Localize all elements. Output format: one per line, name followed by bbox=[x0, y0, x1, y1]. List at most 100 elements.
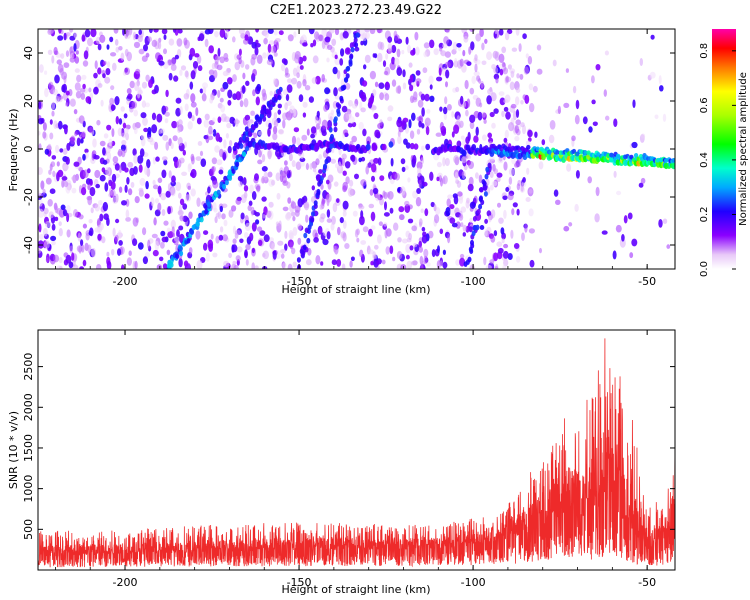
spectrogram-cell bbox=[235, 91, 241, 101]
spectrogram-cell bbox=[659, 85, 664, 92]
spectrogram-cell bbox=[223, 139, 227, 149]
spectrogram-cell bbox=[484, 173, 489, 180]
spectrogram-cell bbox=[302, 244, 307, 251]
spectrogram-cell bbox=[236, 246, 243, 253]
spectrogram-cell bbox=[74, 131, 78, 137]
spectrogram-cell bbox=[76, 74, 82, 83]
spectrogram-cell bbox=[114, 163, 120, 171]
spectrogram-cell bbox=[351, 154, 356, 162]
spectrogram-cell bbox=[574, 114, 580, 125]
spectrogram-cell bbox=[360, 240, 367, 245]
spectrogram-cell bbox=[220, 113, 227, 122]
spectrogram-cell bbox=[266, 210, 272, 218]
spectrogram-cell bbox=[66, 205, 71, 213]
spectrogram-cell bbox=[498, 53, 505, 63]
spectrogram-cell bbox=[416, 161, 423, 170]
spectrogram-cell bbox=[99, 222, 104, 231]
spectrogram-cell bbox=[239, 238, 244, 244]
spectrogram-cell bbox=[508, 168, 515, 176]
spectrogram-cell bbox=[275, 250, 281, 260]
spectrogram-cell bbox=[112, 62, 117, 71]
spectrogram-cell bbox=[51, 240, 56, 246]
spectrogram-cell bbox=[90, 29, 97, 38]
spectrogram-cell bbox=[342, 170, 347, 176]
spectrogram-cell bbox=[133, 126, 138, 135]
spectrogram-cell bbox=[97, 233, 102, 241]
spectrogram-cell bbox=[671, 158, 675, 163]
spectrogram-cell bbox=[311, 77, 317, 84]
spectrogram-cell bbox=[218, 234, 224, 241]
spectrogram-cell bbox=[282, 119, 286, 129]
spectrogram-cell bbox=[449, 204, 455, 210]
spectrogram-cell bbox=[375, 191, 381, 202]
spectrogram-cell bbox=[341, 263, 346, 269]
spectrogram-cell bbox=[208, 69, 215, 76]
spectrogram-cell bbox=[157, 185, 162, 195]
spectrogram-cell bbox=[557, 105, 562, 115]
spectrogram-cell bbox=[315, 158, 320, 166]
spectrogram-cell bbox=[397, 187, 401, 193]
spectrogram-cell bbox=[221, 203, 228, 209]
spectrogram-cell bbox=[356, 237, 360, 243]
spectrogram-cell bbox=[426, 262, 431, 267]
spectrogram-cell bbox=[131, 101, 137, 109]
spectrogram-cell bbox=[515, 109, 520, 118]
spectrogram-cell bbox=[57, 95, 64, 100]
spectrogram-cell bbox=[484, 218, 488, 224]
spectrogram-cell bbox=[265, 108, 270, 114]
spectrogram-cell bbox=[371, 103, 375, 112]
spectrogram-cell bbox=[571, 148, 577, 154]
spectrogram-cell bbox=[217, 116, 222, 123]
spectrogram-cell bbox=[214, 216, 218, 224]
spectrogram-cell bbox=[511, 47, 518, 52]
spectrogram-cell bbox=[292, 67, 298, 77]
spectrogram-cell bbox=[82, 153, 86, 161]
spectrogram-cell bbox=[421, 107, 425, 117]
spectrogram-cell bbox=[219, 226, 224, 233]
spectrogram-cell bbox=[63, 181, 69, 188]
x-tick-label: -150 bbox=[287, 576, 312, 589]
spectrogram-cell bbox=[342, 210, 347, 217]
spectrogram-cell bbox=[442, 43, 448, 49]
spectrogram-cell bbox=[505, 111, 511, 120]
spectrogram-cell bbox=[94, 169, 101, 179]
spectrogram-cell bbox=[522, 177, 526, 183]
spectrogram-cell bbox=[275, 172, 281, 181]
spectrogram-cell bbox=[47, 49, 53, 55]
spectrogram-cell bbox=[111, 248, 115, 256]
spectrogram-cell bbox=[342, 232, 347, 242]
spectrogram-cell bbox=[178, 204, 182, 215]
spectrogram-cell bbox=[148, 79, 153, 88]
spectrogram-cell bbox=[421, 145, 425, 151]
spectrogram-cell bbox=[65, 90, 70, 96]
spectrogram-cell bbox=[296, 80, 302, 89]
spectrogram-cell bbox=[515, 160, 522, 168]
spectrogram-cell bbox=[313, 200, 318, 206]
spectrogram-cell bbox=[94, 227, 101, 233]
spectrogram-cell bbox=[444, 157, 450, 167]
spectrogram-cell bbox=[402, 82, 407, 90]
spectrogram-cell bbox=[315, 255, 321, 265]
spectrogram-cell bbox=[47, 143, 52, 151]
colorbar-axis: 0.0 0.2 0.4 0.6 0.8 bbox=[699, 43, 736, 277]
spectrogram-cell bbox=[232, 36, 236, 43]
spectrogram-cell bbox=[154, 141, 159, 150]
spectrogram-cell bbox=[439, 47, 443, 52]
spectrogram-y-label: Frequency (Hz) bbox=[7, 109, 20, 192]
spectrogram-cell bbox=[273, 119, 279, 128]
spectrogram-cell bbox=[473, 195, 478, 204]
spectrogram-cell bbox=[191, 115, 195, 122]
spectrogram-cell bbox=[616, 190, 622, 196]
spectrogram-cell bbox=[299, 248, 304, 255]
spectrogram-cell bbox=[102, 147, 106, 156]
spectrogram-cell bbox=[294, 209, 300, 217]
spectrogram-cell bbox=[87, 37, 93, 47]
spectrogram-cell bbox=[47, 29, 53, 35]
spectrogram-cell bbox=[278, 129, 284, 134]
spectrogram-cell bbox=[170, 219, 176, 229]
spectrogram-cell bbox=[42, 188, 46, 195]
spectrogram-cell bbox=[613, 170, 617, 178]
spectrogram-cell bbox=[269, 90, 273, 96]
spectrogram-cell bbox=[528, 208, 534, 217]
spectrogram-cell bbox=[510, 229, 514, 239]
